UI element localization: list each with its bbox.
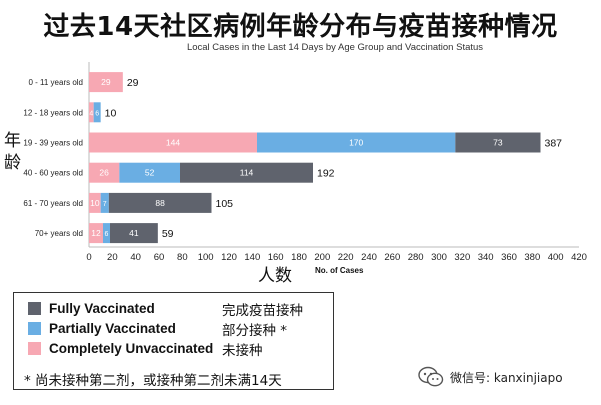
x-tick-label-8: 160 — [268, 252, 284, 263]
bar-data-label-5-1: 6 — [105, 231, 109, 238]
x-tick-label-13: 260 — [384, 252, 400, 263]
legend-footnote: * 尚未接种第二剂，或接种第二剂未满14天 — [24, 373, 282, 389]
bar-segment-5-1 — [103, 223, 110, 244]
y-tick-label-1: 12 - 18 years old — [23, 108, 83, 117]
chart-area: 0 20 40 60 80 100 120 140 160 180 200 220 240 260 280 3… — [23, 62, 587, 263]
bar-total-label-2: 387 — [545, 138, 563, 150]
legend: Fully Vaccinated 完成疫苗接种 Partially Vaccin… — [13, 292, 334, 390]
bar-total-label-3: 192 — [317, 168, 335, 180]
bar-segment-4-1 — [100, 192, 109, 213]
legend-item-fully: Fully Vaccinated — [28, 301, 155, 316]
x-tick-label-12: 240 — [361, 252, 377, 263]
bar-segment-3-2 — [180, 162, 313, 183]
bar-data-label-2-1: 170 — [349, 138, 363, 148]
x-tick-label-2: 40 — [130, 252, 141, 263]
y-tick-label-0: 0 - 11 years old — [28, 78, 83, 87]
x-tick-label-18: 360 — [501, 252, 517, 263]
x-tick-label-17: 340 — [478, 252, 494, 263]
bar-segment-4-2 — [108, 192, 212, 213]
bar-segment-1-1 — [93, 102, 101, 123]
bar-total-label-0: 29 — [127, 77, 139, 89]
x-tick-label-21: 420 — [571, 252, 587, 263]
x-tick-label-19: 380 — [524, 252, 540, 263]
bar-segment-5-0 — [89, 223, 103, 244]
bar-data-label-4-0: 10 — [90, 198, 100, 208]
watermark-text: 微信号: kanxinjiapo — [450, 370, 563, 385]
legend-label-fully: Fully Vaccinated — [49, 301, 155, 316]
bar-data-label-3-1: 52 — [145, 168, 155, 178]
bar-data-label-1-1: 6 — [95, 110, 99, 117]
bar-segment-5-2 — [110, 223, 158, 244]
legend-label-unvaccinated: Completely Unvaccinated — [49, 341, 214, 356]
y-axis-title: 年龄 — [4, 131, 21, 173]
bar-segment-3-0 — [89, 162, 120, 183]
bar-segment-3-1 — [119, 162, 180, 183]
x-tick-label-20: 400 — [548, 252, 564, 263]
legend-swatch-fully — [28, 302, 41, 315]
watermark: 微信号: kanxinjiapo — [418, 366, 563, 388]
x-axis-title-cn: 人数 — [258, 266, 292, 286]
x-tick-label-0: 0 — [86, 252, 91, 263]
x-tick-label-7: 140 — [244, 252, 260, 263]
x-tick-label-6: 120 — [221, 252, 237, 263]
legend-label-partially: Partially Vaccinated — [49, 321, 176, 336]
bar-segment-1-0 — [89, 102, 94, 123]
bar-data-label-2-0: 144 — [166, 138, 180, 148]
x-tick-label-11: 220 — [338, 252, 354, 263]
x-tick-label-14: 280 — [408, 252, 424, 263]
x-tick-label-4: 80 — [177, 252, 188, 263]
bar-segment-2-2 — [455, 132, 541, 153]
bar-data-label-3-0: 26 — [99, 168, 109, 178]
bar-data-label-2-2: 73 — [493, 138, 503, 148]
bar-data-label-3-2: 114 — [240, 168, 254, 178]
bar-total-label-4: 105 — [216, 198, 234, 210]
x-tick-label-3: 60 — [154, 252, 165, 263]
bar-data-label-4-2: 88 — [155, 198, 165, 208]
page-title: 过去14天社区病例年龄分布与疫苗接种情况 — [43, 12, 558, 42]
x-tick-label-9: 180 — [291, 252, 307, 263]
legend-item-partially: Partially Vaccinated — [28, 321, 176, 336]
chart-subtitle: Local Cases in the Last 14 Days by Age G… — [186, 42, 484, 53]
bar-segment-0-0 — [89, 72, 123, 93]
y-tick-label-4: 61 - 70 years old — [23, 199, 83, 208]
y-tick-label-2: 19 - 39 years old — [23, 139, 83, 148]
x-tick-label-16: 320 — [454, 252, 470, 263]
x-tick-label-1: 20 — [107, 252, 118, 263]
x-axis-title-en: No. of Cases — [315, 266, 364, 275]
bar-data-label-5-2: 41 — [129, 228, 139, 238]
y-tick-label-5: 70+ years old — [35, 229, 83, 238]
bar-total-label-1: 10 — [105, 107, 117, 119]
y-tick-label-3: 40 - 60 years old — [23, 169, 83, 178]
x-tick-label-5: 100 — [198, 252, 214, 263]
legend-item-unvaccinated: Completely Unvaccinated — [28, 341, 213, 356]
legend-label-cn-unvaccinated: 未接种 — [222, 343, 263, 359]
bar-segment-2-0 — [89, 132, 257, 153]
bar-total-label-5: 59 — [162, 228, 174, 240]
bar-data-label-5-0: 12 — [91, 228, 101, 238]
x-tick-label-15: 300 — [431, 252, 447, 263]
bar-data-label-4-1: 7 — [103, 201, 107, 208]
legend-label-cn-fully: 完成疫苗接种 — [222, 303, 303, 319]
legend-swatch-unvaccinated — [28, 342, 41, 355]
bar-data-label-1-0: 4 — [89, 110, 93, 117]
wechat-icon — [418, 366, 444, 387]
legend-swatch-partially — [28, 322, 41, 335]
legend-label-cn-partially: 部分接种 * — [222, 323, 288, 339]
bar-data-label-0-0: 29 — [101, 77, 111, 87]
x-tick-label-10: 200 — [314, 252, 330, 263]
bar-segment-4-0 — [89, 192, 101, 213]
bar-segment-2-1 — [257, 132, 456, 153]
